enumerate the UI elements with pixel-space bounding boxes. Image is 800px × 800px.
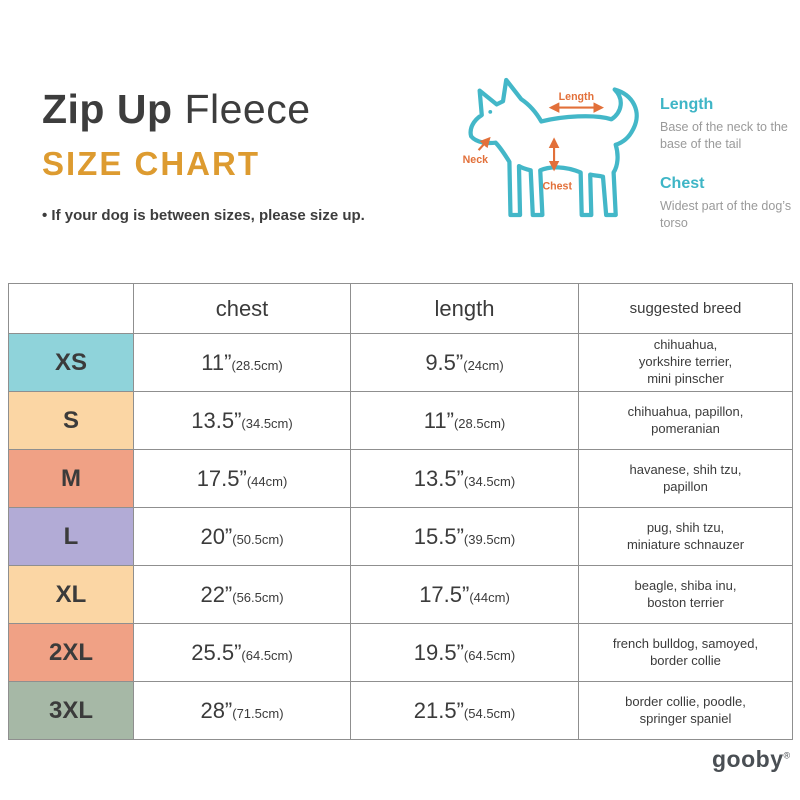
length-cm: (54.5cm)	[463, 705, 516, 721]
size-cell: S	[8, 391, 134, 450]
table-row: L 20”(50.5cm) 15.5”(39.5cm) pug, shih tz…	[8, 507, 793, 566]
legend-item-chest: Chest Widest part of the dog’s torso	[660, 175, 792, 232]
length-label: Length	[559, 91, 594, 103]
chest-inches: 20”	[200, 523, 233, 549]
neck-arrow	[477, 136, 491, 151]
page-title: Zip Up Fleece	[42, 86, 365, 132]
chest-cm: (71.5cm)	[232, 705, 284, 721]
length-cm: (44cm)	[469, 589, 510, 605]
breed-cell: pug, shih tzu, miniature schnauzer	[578, 507, 793, 566]
brand-logo: gooby®	[712, 746, 791, 773]
breed-cell: havanese, shih tzu, papillon	[578, 449, 793, 508]
table-row: 3XL 28”(71.5cm) 21.5”(54.5cm) border col…	[8, 681, 793, 740]
legend-term: Length	[660, 96, 714, 113]
chest-inches: 17.5”	[196, 465, 247, 491]
length-cell: 11”(28.5cm)	[350, 391, 579, 450]
header-block: Zip Up Fleece SIZE CHART • If your dog i…	[42, 86, 365, 225]
table-row: XS 11”(28.5cm) 9.5”(24cm) chihuahua, yor…	[8, 333, 793, 392]
length-cell: 9.5”(24cm)	[350, 333, 579, 392]
legend-desc: Widest part of the dog’s torso	[660, 198, 792, 230]
size-table: chest length suggested breed XS 11”(28.5…	[8, 283, 793, 740]
dog-illustration: Length Neck Chest	[463, 77, 639, 218]
chest-cell: 13.5”(34.5cm)	[133, 391, 351, 450]
dog-eye	[488, 109, 493, 114]
breed-cell: beagle, shiba inu, boston terrier	[578, 565, 793, 624]
length-inches: 21.5”	[413, 697, 464, 723]
registered-mark: ®	[783, 750, 791, 761]
table-header-row: chest length suggested breed	[8, 283, 793, 334]
sizing-note: • If your dog is between sizes, please s…	[42, 207, 365, 225]
breed-cell: chihuahua, yorkshire terrier, mini pinsc…	[578, 333, 793, 392]
chest-cell: 20”(50.5cm)	[133, 507, 351, 566]
chest-cm: (28.5cm)	[231, 357, 283, 373]
length-cm: (39.5cm)	[463, 531, 516, 547]
measurement-legend: Length Base of the neck to the base of t…	[660, 96, 792, 232]
length-inches: 15.5”	[413, 523, 464, 549]
legend-item-length: Length Base of the neck to the base of t…	[660, 96, 792, 153]
col-header-size	[8, 283, 134, 334]
size-cell: XS	[8, 333, 134, 392]
length-cm: (28.5cm)	[453, 415, 506, 431]
chest-cm: (56.5cm)	[232, 589, 284, 605]
chest-inches: 11”	[201, 349, 232, 375]
brand-logo-text: gooby	[712, 746, 784, 772]
breed-cell: french bulldog, samoyed, border collie	[578, 623, 793, 682]
length-cell: 15.5”(39.5cm)	[350, 507, 579, 566]
legend-desc: Base of the neck to the base of the tail	[660, 120, 788, 151]
chest-inches: 22”	[200, 581, 233, 607]
chest-cm: (50.5cm)	[232, 531, 284, 547]
legend-term: Chest	[660, 174, 705, 192]
dog-outline	[468, 77, 639, 218]
table-row: XL 22”(56.5cm) 17.5”(44cm) beagle, shiba…	[8, 565, 793, 624]
length-inches: 11”	[423, 407, 454, 433]
chest-inches: 28”	[200, 697, 233, 723]
length-cell: 19.5”(64.5cm)	[350, 623, 579, 682]
col-header-breed: suggested breed	[578, 283, 793, 334]
chest-label: Chest	[542, 180, 572, 192]
table-row: 2XL 25.5”(64.5cm) 19.5”(64.5cm) french b…	[8, 623, 793, 682]
table-row: S 13.5”(34.5cm) 11”(28.5cm) chihuahua, p…	[8, 391, 793, 450]
length-cell: 17.5”(44cm)	[350, 565, 579, 624]
chest-inches: 25.5”	[191, 639, 242, 665]
length-cm: (34.5cm)	[463, 473, 516, 489]
length-inches: 9.5”	[425, 349, 464, 375]
col-header-length: length	[350, 283, 579, 334]
size-cell: M	[8, 449, 134, 508]
chest-cell: 11”(28.5cm)	[133, 333, 351, 392]
chest-cm: (64.5cm)	[241, 647, 293, 663]
col-header-chest: chest	[133, 283, 351, 334]
length-inches: 17.5”	[419, 581, 470, 607]
chest-cell: 28”(71.5cm)	[133, 681, 351, 740]
size-cell: 3XL	[8, 681, 134, 740]
length-inches: 19.5”	[413, 639, 464, 665]
title-light: Fleece	[184, 86, 311, 132]
length-cell: 13.5”(34.5cm)	[350, 449, 579, 508]
chest-cm: (34.5cm)	[241, 415, 293, 431]
breed-cell: border collie, poodle, springer spaniel	[578, 681, 793, 740]
length-cm: (64.5cm)	[463, 647, 516, 663]
length-inches: 13.5”	[413, 465, 464, 491]
size-cell: L	[8, 507, 134, 566]
page-subtitle: SIZE CHART	[42, 145, 260, 183]
length-cm: (24cm)	[463, 357, 504, 373]
length-cell: 21.5”(54.5cm)	[350, 681, 579, 740]
size-cell: 2XL	[8, 623, 134, 682]
size-cell: XL	[8, 565, 134, 624]
breed-cell: chihuahua, papillon, pomeranian	[578, 391, 793, 450]
table-row: M 17.5”(44cm) 13.5”(34.5cm) havanese, sh…	[8, 449, 793, 508]
dog-measurement-diagram: Length Neck Chest	[452, 68, 654, 228]
title-bold: Zip Up	[42, 86, 173, 132]
neck-label: Neck	[463, 154, 488, 166]
chest-cell: 22”(56.5cm)	[133, 565, 351, 624]
chest-cm: (44cm)	[246, 473, 288, 489]
chest-cell: 17.5”(44cm)	[133, 449, 351, 508]
chest-cell: 25.5”(64.5cm)	[133, 623, 351, 682]
chest-inches: 13.5”	[191, 407, 242, 433]
